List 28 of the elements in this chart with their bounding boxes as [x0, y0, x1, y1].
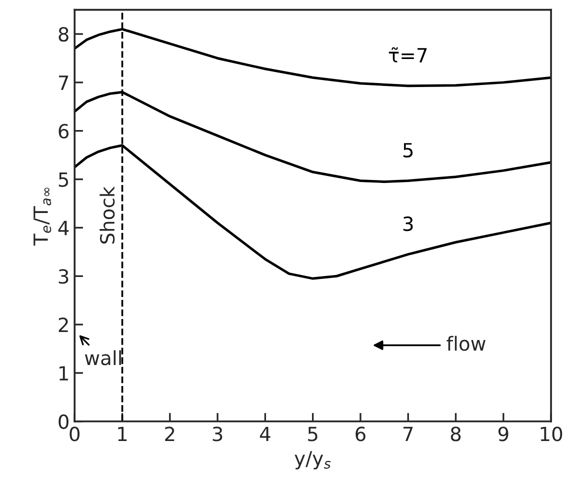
x-tick-label: 2 [165, 426, 174, 442]
y-tick-label: 2 [58, 318, 68, 332]
y-tick-label: 0 [58, 414, 68, 430]
ref-line-label: Shock [100, 186, 115, 244]
annotation: flow [446, 336, 486, 351]
x-axis-title: y/y$_{s}$ [294, 451, 331, 470]
x-tick-label: 10 [540, 426, 562, 442]
series-label: 3 [403, 216, 413, 232]
annotation: wall [84, 350, 121, 366]
y-tick-label: 3 [58, 269, 68, 284]
y-tick-label: 1 [60, 366, 68, 380]
x-tick-label: 5 [308, 426, 318, 442]
x-tick-label: 3 [212, 426, 222, 442]
x-tick-label: 1 [118, 426, 127, 442]
x-tick-label: 6 [356, 426, 366, 442]
y-axis-title: T$_{e}$/T$_{a∞}$ [34, 188, 52, 246]
y-tick-label: 8 [58, 26, 68, 42]
series-label: τ̃=7 [388, 47, 427, 62]
y-tick-label: 5 [58, 172, 68, 187]
x-tick-label: 4 [260, 426, 270, 442]
x-tick-label: 8 [450, 426, 461, 442]
x-tick-label: 9 [498, 426, 508, 442]
x-tick-label: 0 [70, 426, 80, 442]
y-tick-label: 6 [58, 124, 69, 139]
y-tick-label: 7 [58, 76, 68, 90]
y-tick-label: 4 [58, 220, 69, 236]
series-label: 5 [403, 143, 413, 158]
x-tick-label: 7 [404, 426, 413, 442]
